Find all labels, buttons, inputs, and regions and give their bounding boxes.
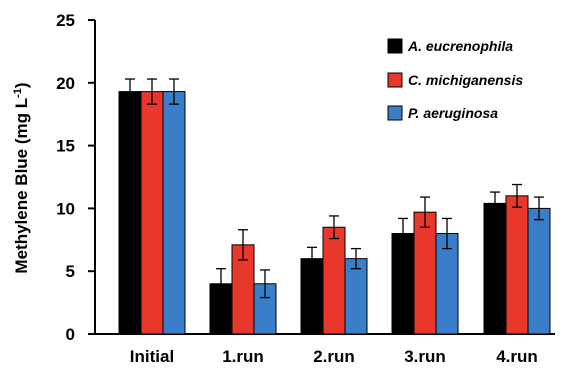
bar [162,91,186,335]
bars [118,78,551,335]
y-tick-label: 0 [66,325,75,344]
x-tick-labels: Initial 1.run 2.run 3.run 4.run [130,347,538,366]
y-tick-label: 5 [66,262,75,281]
legend-label: A. eucrenophila [407,38,513,54]
bar [118,91,142,335]
y-axis-title: Methylene Blue (mg L-1) [12,82,31,273]
y-ticks: 0 5 10 15 20 25 [56,11,95,344]
y-tick-label: 25 [56,11,75,30]
y-tick-label: 20 [56,74,75,93]
bar [505,195,529,335]
x-tick-label: 1.run [222,347,264,366]
bar [322,226,346,335]
y-axis-title-superscript: -1 [12,88,24,98]
legend-label: C. michiganensis [408,72,523,88]
bar [140,91,164,335]
legend-label: P. aeruginosa [408,105,498,121]
x-tick-label: 3.run [404,347,446,366]
legend: A. eucrenophila C. michiganensis P. aerugi… [387,38,523,121]
x-tick-label: Initial [130,347,174,366]
legend-swatch [387,72,403,88]
y-tick-label: 10 [56,199,75,218]
y-tick-label: 15 [56,137,75,156]
y-axis-title-close: ) [12,82,31,88]
bar [483,202,507,335]
legend-swatch [387,38,403,54]
legend-swatch [387,105,403,121]
bar [344,258,368,335]
x-tick-label: 4.run [496,347,538,366]
x-tick-label: 2.run [313,347,355,366]
bar [527,207,551,335]
bar [413,211,437,335]
